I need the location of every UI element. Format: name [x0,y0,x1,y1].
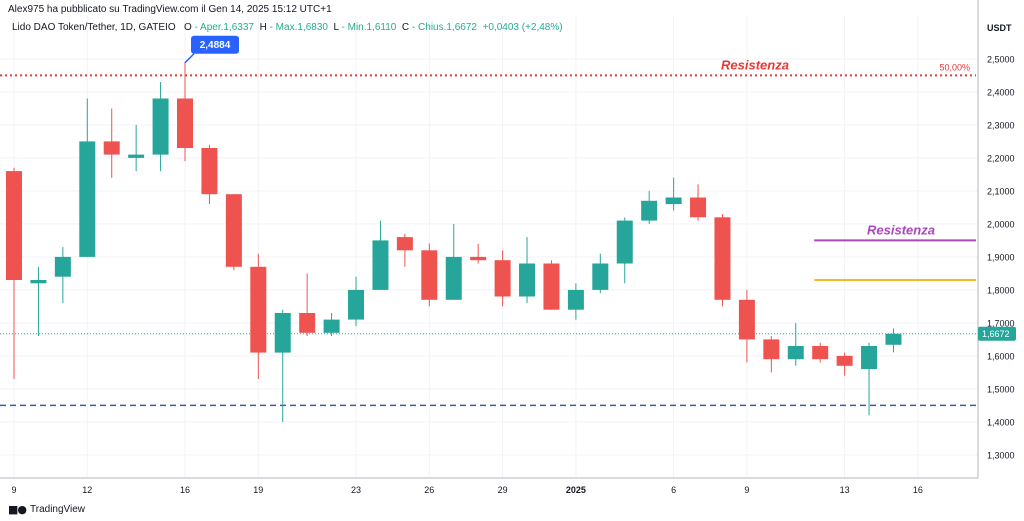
currency-label: USDT [987,23,1012,33]
candle-body[interactable] [250,266,267,353]
time-axis-tick-label: 9 [11,485,16,495]
candle-body[interactable] [274,313,291,353]
candle-body[interactable] [103,141,120,155]
high-value: - Max.1,6830 [269,22,328,33]
price-axis-tick-label: 2,1000 [987,186,1015,196]
candle-body[interactable] [787,346,804,360]
price-axis-tick-label: 1,8000 [987,285,1015,295]
candle-body[interactable] [128,154,145,158]
candle-body[interactable] [177,98,194,149]
candle-body[interactable] [348,289,365,320]
candle-body[interactable] [665,197,682,205]
open-value: - Aper.1,6337 [194,22,255,33]
price-axis-tick-label: 1,6000 [987,351,1015,361]
time-axis-tick-label: 16 [913,485,923,495]
candle-body[interactable] [79,141,96,257]
high-marker-pointer [184,53,195,64]
candle-body[interactable] [494,260,511,297]
last-price-badge [978,326,1016,341]
symbol-label: Lido DAO Token/Tether, 1D, GATEIO [12,22,176,33]
candle-body[interactable] [714,217,731,300]
high-label: H [259,22,267,33]
time-axis-tick-label: 29 [498,485,508,495]
candle-body[interactable] [567,289,584,310]
resistance-top-pct-label: 50,00% [939,62,970,72]
resistance-top-label: Resistenza [721,57,789,72]
high-marker-badge[interactable] [191,35,240,54]
candle-body[interactable] [299,313,316,333]
ohlc-legend: Lido DAO Token/Tether, 1D, GATEIO O - Ap… [12,22,563,33]
high-marker-label: 2,4884 [200,40,231,51]
candle-body[interactable] [152,98,169,155]
candle-body[interactable] [54,256,71,277]
open-label: O [183,22,192,33]
price-axis-tick-label: 1,9000 [987,252,1015,262]
time-axis-tick-label: 13 [840,485,850,495]
price-axis-tick-label: 1,7000 [987,318,1015,328]
candle-body[interactable] [543,263,560,310]
candle-body[interactable] [738,299,755,340]
low-label: L [333,22,339,33]
candle-body[interactable] [861,346,878,370]
tradingview-logo-icon: ■● [8,503,27,516]
price-axis-tick-label: 1,4000 [987,417,1015,427]
last-price-label: 1,6672 [982,329,1010,339]
time-axis-tick-label: 12 [82,485,92,495]
time-axis-tick-label: 23 [351,485,361,495]
time-axis-tick-label: 26 [424,485,434,495]
low-value: - Min.1,6110 [341,22,397,33]
candle-body[interactable] [225,194,242,267]
candle-body[interactable] [836,355,853,366]
close-label: C [401,22,410,33]
price-axis-tick-label: 2,0000 [987,219,1015,229]
price-axis-tick-label: 1,5000 [987,384,1015,394]
candle-body[interactable] [30,280,47,284]
time-axis-tick-label: 9 [744,485,749,495]
publisher-line: Alex975 ha pubblicato su TradingView.com… [8,4,332,15]
price-axis-tick-label: 1,3000 [987,450,1015,460]
candle-body[interactable] [519,263,536,297]
candle-body[interactable] [616,220,633,264]
candle-body[interactable] [641,200,658,221]
price-axis-tick-label: 2,4000 [987,87,1015,97]
candle-body[interactable] [885,333,902,345]
brand-label: TradingView [30,504,86,515]
price-axis-tick-label: 2,2000 [987,153,1015,163]
change-value: +0,0403 (+2,48%) [482,22,563,33]
time-axis-tick-label: 2025 [566,485,586,495]
candle-body[interactable] [396,237,413,251]
candle-body[interactable] [812,346,829,360]
candle-body[interactable] [470,256,487,261]
candle-body[interactable] [323,319,340,333]
time-axis-tick-label: 16 [180,485,190,495]
candle-body[interactable] [421,250,438,300]
candle-body[interactable] [6,171,22,280]
close-value: - Chius.1,6672 [411,22,477,33]
candle-body[interactable] [763,339,780,360]
candle-body[interactable] [372,240,389,290]
time-axis-tick-label: 6 [671,485,676,495]
candle-body[interactable] [201,148,218,195]
price-axis-tick-label: 2,5000 [987,54,1015,64]
time-axis-tick-label: 19 [253,485,263,495]
candle-body[interactable] [445,256,462,300]
candle-body[interactable] [690,197,707,218]
candle-body[interactable] [592,263,609,290]
tradingview-brand[interactable]: ■● TradingView [8,503,85,516]
price-axis-tick-label: 2,3000 [987,120,1015,130]
resistance-mid-label: Resistenza [867,222,935,237]
